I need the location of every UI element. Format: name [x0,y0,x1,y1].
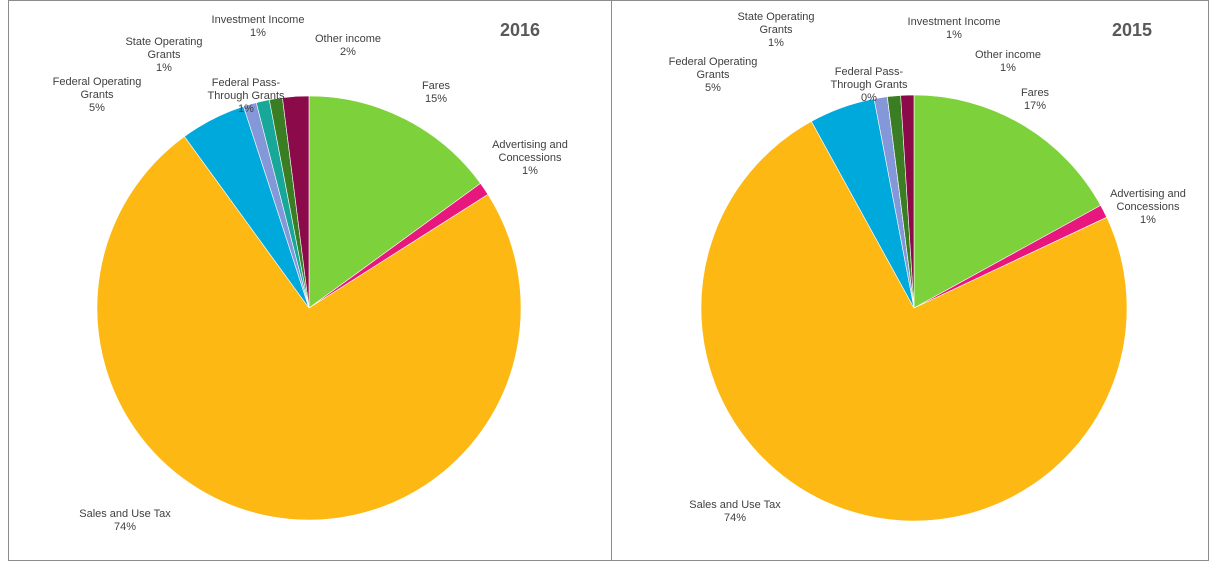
slice-label: Federal Operating Grants [52,76,142,101]
pie-slice [96,136,522,521]
slice-label: Investment Income [211,14,305,26]
chart-title: 2015 [1112,20,1153,40]
slice-value-label: 1% [1140,214,1156,226]
slice-value-label: 5% [705,82,721,94]
pie-slice [308,95,481,309]
slice-value-label: 5% [89,102,105,114]
slice-value-label: 74% [723,512,747,524]
slice-value-label: 1% [156,62,172,74]
pie-slice [913,94,1102,309]
slice-label: Advertising and Concessions [492,139,568,164]
slice-label: Sales and Use Tax [79,508,171,520]
slice-value-label: 17% [1023,100,1047,112]
slice-value-label: 15% [424,93,448,105]
slice-label: State Operating Grants [737,11,815,36]
slice-label: Other income [974,49,1042,61]
slice-value-label: 1% [238,103,254,115]
slice-value-label: 1% [768,37,784,49]
pie-slice [700,120,1128,522]
slice-value-label: 1% [946,29,962,41]
slice-label: Sales and Use Tax [689,499,781,511]
slice-value-label: 1% [250,27,266,39]
slice-label: Fares [421,80,451,92]
slice-value-label: 0% [861,92,877,104]
slice-value-label: 1% [522,165,538,177]
slice-label: Federal Pass-Through Grants [207,77,285,102]
slice-label: Advertising and Concessions [1110,188,1186,213]
pie-slice [900,94,915,309]
slice-label: Federal Pass-Through Grants [830,66,908,91]
slice-label: Other income [314,33,382,45]
pie-slice [282,95,310,309]
slice-value-label: 74% [113,521,137,533]
slice-label: State Operating Grants [125,36,203,61]
slice-value-label: 1% [1000,62,1016,74]
slice-label: Federal Operating Grants [668,56,758,81]
slice-label: Investment Income [907,16,1001,28]
slice-value-label: 2% [340,46,356,58]
slice-label: Fares [1020,87,1050,99]
chart-title: 2016 [500,20,541,40]
